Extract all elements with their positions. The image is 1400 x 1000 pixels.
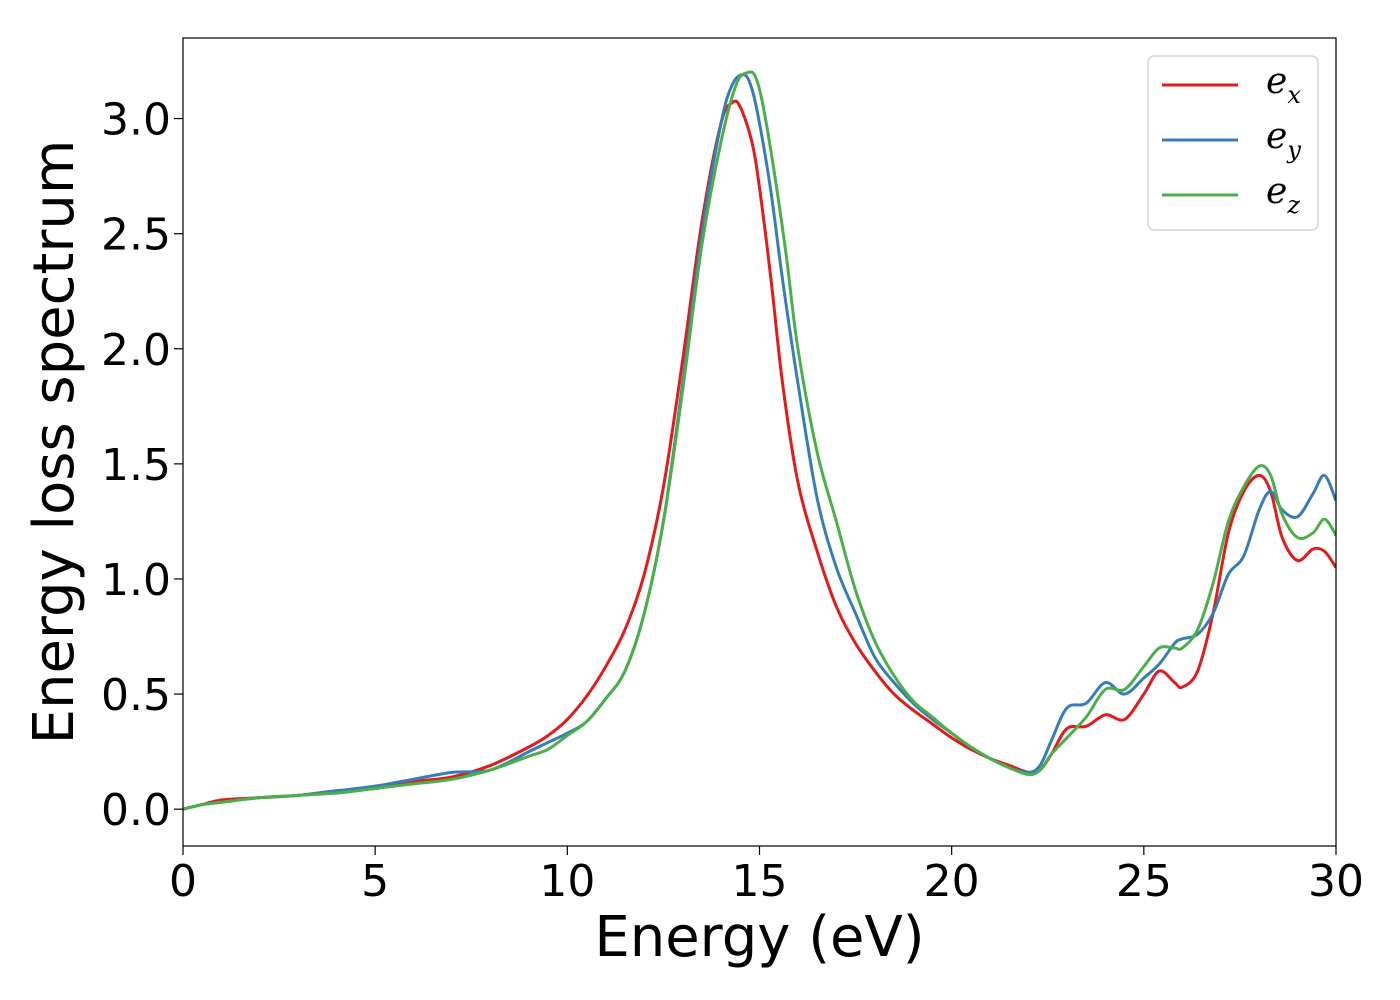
y-tick-label: 1.0 [101,555,171,606]
series-line-x [183,99,1336,811]
y-tick-label: 2.5 [101,210,171,261]
y-tick-label: 2.0 [101,325,171,376]
y-axis: 0.0 0.5 1.0 1.5 2.0 2.5 3.0 [101,95,183,836]
series-line-z [183,70,1336,811]
legend-label-subscript: y [1286,136,1301,164]
legend-label-subscript: x [1287,81,1301,109]
x-tick-label: 30 [1308,856,1364,907]
series-layer [183,70,1336,811]
y-tick-label: 3.0 [101,95,171,146]
y-tick-label: 0.0 [101,785,171,836]
y-tick-label: 0.5 [101,670,171,721]
x-axis: 0 5 10 15 20 25 30 [169,846,1364,907]
x-tick-label: 0 [169,856,197,907]
legend-label-subscript: z [1286,191,1300,219]
legend-box [1147,55,1319,231]
x-tick-label: 5 [361,856,389,907]
x-tick-label: 10 [539,856,595,907]
y-axis-label: Energy loss spectrum [22,140,87,745]
x-tick-label: 15 [732,856,788,907]
x-tick-label: 20 [924,856,980,907]
y-tick-label: 1.5 [101,440,171,491]
x-tick-label: 25 [1116,856,1172,907]
x-axis-label: Energy (eV) [594,905,924,970]
